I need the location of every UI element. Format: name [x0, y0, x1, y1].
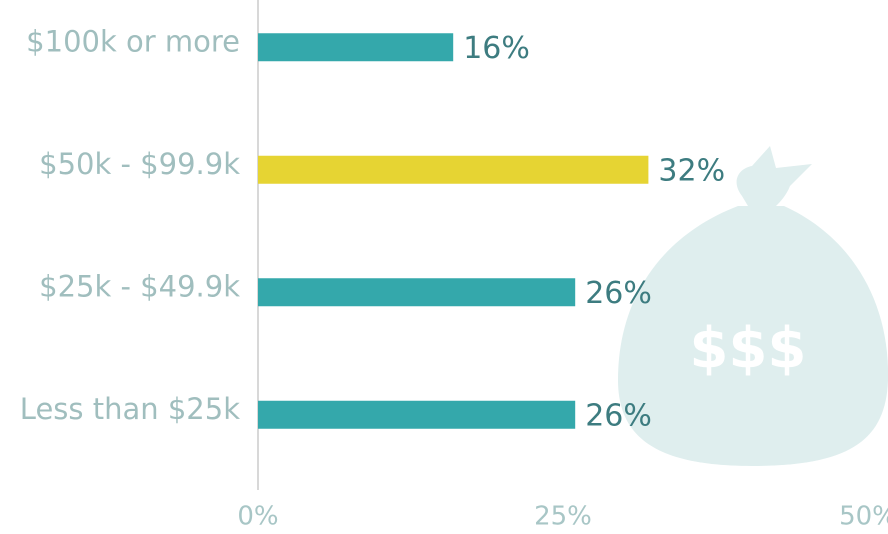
money-bag [618, 146, 888, 466]
value-label: 32% [658, 153, 725, 188]
y-tick-label: $25k - $49.9k [39, 269, 240, 303]
bar [258, 278, 576, 307]
bar [258, 400, 576, 429]
bag-label: $$$ [690, 316, 807, 381]
value-label: 16% [463, 31, 530, 66]
y-tick-label: $50k - $99.9k [39, 147, 240, 181]
y-tick-label: Less than $25k [20, 392, 240, 426]
y-tick-label: $100k or more [26, 24, 240, 58]
value-label: 26% [585, 276, 652, 311]
bar [258, 33, 454, 62]
value-label: 26% [585, 398, 652, 433]
x-tick-label: 25% [534, 502, 592, 532]
x-tick-label: 0% [237, 502, 278, 532]
bar [258, 155, 649, 184]
x-tick-label: 50% [839, 502, 888, 532]
